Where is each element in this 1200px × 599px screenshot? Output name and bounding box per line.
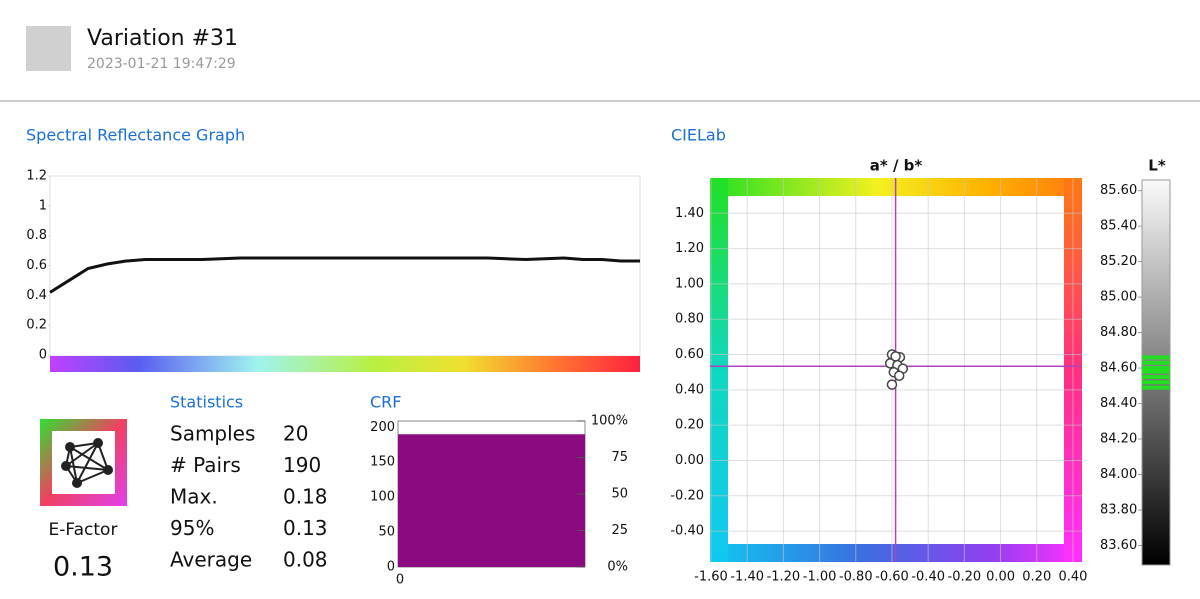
x-tick-label: -1.20 [767,570,801,585]
y-tick-label: 85.00 [1100,290,1137,305]
spectrum-bar [50,356,640,372]
stat-label: Average [170,548,252,572]
y-tick-label: 0.2 [26,318,47,333]
y-tick-label: 83.80 [1100,503,1137,518]
y-tick-label: 84.40 [1100,396,1137,411]
x-tick-label: -1.40 [730,570,764,585]
y-tick-label: -0.40 [670,524,704,539]
y-tick-label: 150 [370,455,395,470]
y-tick-label: 0.4 [26,288,47,303]
y2-tick-label: 25 [611,523,628,538]
x-tick-label: -0.80 [839,570,873,585]
x-tick-label: -1.00 [803,570,837,585]
bar [398,434,585,567]
efactor-value: 0.13 [53,552,113,583]
lightness-mark [1142,366,1170,371]
stat-value: 20 [283,422,308,446]
x-tick-label: -0.20 [948,570,982,585]
y-tick-label: 1.40 [675,206,704,221]
stat-value: 0.13 [283,516,328,540]
y-tick-label: 84.20 [1100,432,1137,447]
x-tick-label: -0.60 [875,570,909,585]
y-tick-label: 0 [387,560,395,575]
section-title: CIELab [671,126,726,145]
y-tick-label: 85.40 [1100,219,1137,234]
stat-label: Samples [170,422,255,446]
x-tick-label: 0.20 [1022,570,1051,585]
lightness-mark [1142,380,1170,385]
stat-value: 0.08 [283,548,328,572]
sample-point [886,379,898,390]
y-tick-label: 1.20 [675,241,704,256]
y-tick-label: 1.2 [26,169,47,184]
y-tick-label: 0.20 [675,418,704,433]
y-tick-label: 1 [39,198,47,213]
stat-value: 0.18 [283,485,328,509]
efactor-label: E-Factor [49,520,118,540]
avatar [26,26,71,71]
x-tick-label: 0.40 [1058,570,1087,585]
stat-value: 190 [283,453,321,477]
y-tick-label: 100 [370,490,395,505]
y-tick-label: 84.80 [1100,325,1137,340]
section-title: CRF [370,393,402,412]
lightness-mark [1142,385,1170,390]
x-tick-label: -0.40 [911,570,945,585]
sample-point [890,351,901,362]
timestamp: 2023-01-21 19:47:29 [87,56,236,72]
lightness-mark [1142,374,1170,379]
y-tick-label: 83.60 [1100,538,1137,553]
section-title: Statistics [170,393,243,412]
reflectance-line [49,256,640,294]
sample-point [893,370,905,381]
y2-tick-label: 100% [591,414,628,429]
axis-title: a* / b* [870,157,923,175]
y-tick-label: 84.60 [1100,361,1137,376]
y-tick-label: 50 [378,525,395,540]
y-tick-label: 0.00 [675,453,704,468]
lightness-mark [1142,355,1170,360]
y-tick-label: 0.6 [26,258,47,273]
lightness-mark [1142,369,1170,374]
plot-frame [49,175,641,357]
efactor-icon [40,419,127,506]
stat-label: 95% [170,516,214,540]
y-tick-label: 0 [39,348,47,363]
y-tick-label: 1.00 [675,276,704,291]
x-tick-label: 0.00 [986,570,1015,585]
x-tick-label: 0 [396,573,404,588]
section-title: Spectral Reflectance Graph [26,126,245,145]
y-tick-label: 85.20 [1100,254,1137,269]
y2-tick-label: 0% [607,560,628,575]
y-tick-label: 0.60 [675,347,704,362]
y-tick-label: 200 [370,420,395,435]
stat-label: # Pairs [170,453,241,477]
x-tick-label: -1.60 [694,570,728,585]
y-tick-label: 85.60 [1100,183,1137,198]
axis-title: L* [1148,157,1166,175]
title: Variation #31 [87,26,238,51]
lightness-mark [1142,360,1170,365]
y-tick-label: 0.80 [675,312,704,327]
y-tick-label: 84.00 [1100,467,1137,482]
y2-tick-label: 75 [611,450,628,465]
stat-label: Max. [170,485,218,509]
y2-tick-label: 50 [611,487,628,502]
y-tick-label: -0.20 [670,488,704,503]
y-tick-label: 0.40 [675,382,704,397]
y-tick-label: 0.8 [26,228,47,243]
